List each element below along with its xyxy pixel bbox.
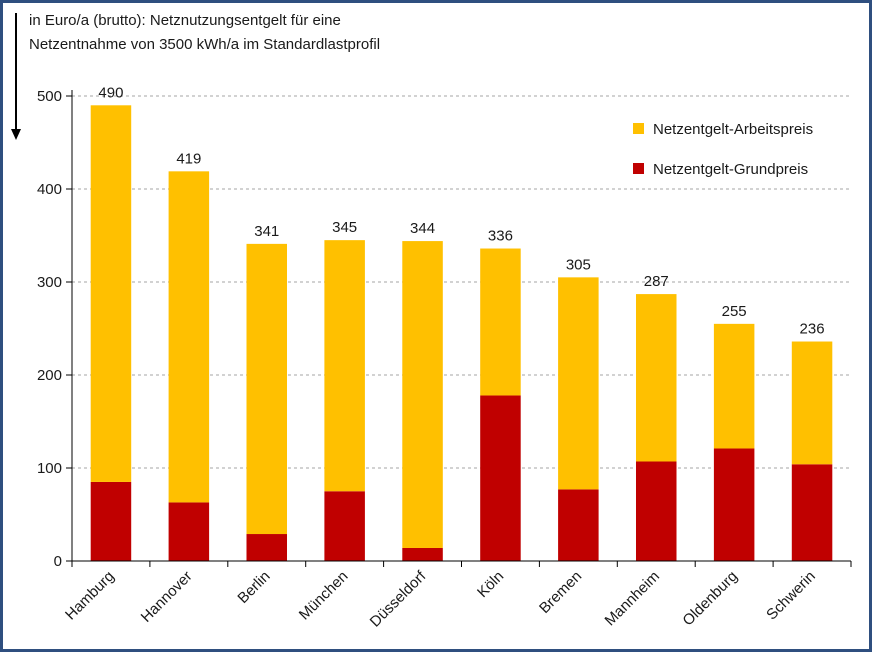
x-category-label-oldenburg: Oldenburg: [679, 568, 741, 630]
x-category-label-hamburg: Hamburg: [62, 568, 118, 624]
bar-düsseldorf-arbeitspreis: [402, 241, 443, 548]
y-axis-title-line-1: in Euro/a (brutto): Netznutzungsentgelt …: [29, 12, 341, 29]
data-label-total-düsseldorf: 344: [410, 220, 435, 237]
y-axis-title-arrow-head: [11, 129, 21, 140]
x-category-label-bremen: Bremen: [536, 568, 585, 617]
y-tick-label-200: 200: [37, 367, 62, 384]
y-tick-label-100: 100: [37, 460, 62, 477]
x-category-label-köln: Köln: [474, 568, 507, 601]
bar-hamburg-arbeitspreis: [90, 105, 132, 482]
y-tick-label-500: 500: [37, 88, 62, 105]
data-label-total-berlin: 341: [254, 223, 279, 240]
bar-hamburg-grundpreis: [90, 481, 132, 561]
x-category-label-hannover: Hannover: [138, 568, 196, 626]
legend: Netzentgelt-Arbeitspreis Netzentgelt-Grun…: [633, 121, 813, 178]
bar-düsseldorf-grundpreis: [402, 547, 443, 561]
y-tick-label-400: 400: [37, 181, 62, 198]
bars: [90, 105, 833, 561]
x-category-label-mannheim: Mannheim: [602, 568, 664, 630]
legend-label-grundpreis: Netzentgelt-Grundpreis: [653, 161, 808, 178]
data-label-total-bremen: 305: [566, 256, 591, 273]
legend-swatch-grundpreis: [633, 163, 644, 174]
bar-köln-arbeitspreis: [480, 248, 521, 396]
legend-label-arbeitspreis: Netzentgelt-Arbeitspreis: [653, 121, 813, 138]
data-label-total-köln: 336: [488, 228, 513, 245]
data-label-total-hannover: 419: [176, 150, 201, 167]
data-label-total-hamburg: 490: [98, 84, 123, 101]
bar-hannover-grundpreis: [168, 502, 210, 561]
bar-köln-grundpreis: [480, 395, 521, 561]
data-label-total-münchen: 345: [332, 219, 357, 236]
bar-schwerin-grundpreis: [791, 464, 833, 561]
x-category-labels: Hamburg Hannover Berlin München Düsseldorf Kö…: [62, 567, 819, 630]
bar-schwerin-arbeitspreis: [791, 341, 833, 465]
data-labels: 490 419 341 345 344 336 305 287 255 236: [98, 84, 824, 337]
axes: [66, 90, 852, 567]
bar-bremen-grundpreis: [558, 489, 599, 561]
bar-mannheim-grundpreis: [635, 461, 677, 561]
x-category-label-berlin: Berlin: [234, 568, 273, 607]
data-label-total-schwerin: 236: [800, 321, 825, 338]
y-tick-labels: 0 100 200 300 400 500: [37, 88, 62, 570]
bar-hannover-arbeitspreis: [168, 171, 210, 503]
legend-swatch-arbeitspreis: [633, 123, 644, 134]
y-tick-label-300: 300: [37, 274, 62, 291]
data-label-total-mannheim: 287: [644, 273, 669, 290]
stacked-bar-chart: in Euro/a (brutto): Netznutzungsentgelt …: [11, 12, 852, 631]
bar-oldenburg-arbeitspreis: [713, 323, 755, 449]
bar-berlin-arbeitspreis: [246, 243, 288, 535]
y-axis-title-line-2: Netzentnahme von 3500 kWh/a im Standardl…: [29, 36, 380, 53]
y-tick-label-0: 0: [54, 553, 62, 570]
x-category-label-münchen: München: [296, 568, 352, 624]
x-category-label-düsseldorf: Düsseldorf: [367, 567, 430, 630]
bar-münchen-arbeitspreis: [324, 240, 365, 492]
bar-münchen-grundpreis: [324, 491, 365, 561]
bar-oldenburg-grundpreis: [713, 448, 755, 561]
bar-berlin-grundpreis: [246, 534, 288, 561]
x-category-label-schwerin: Schwerin: [763, 568, 819, 624]
data-label-total-oldenburg: 255: [722, 303, 747, 320]
bar-mannheim-arbeitspreis: [635, 294, 677, 462]
bar-bremen-arbeitspreis: [558, 277, 599, 490]
